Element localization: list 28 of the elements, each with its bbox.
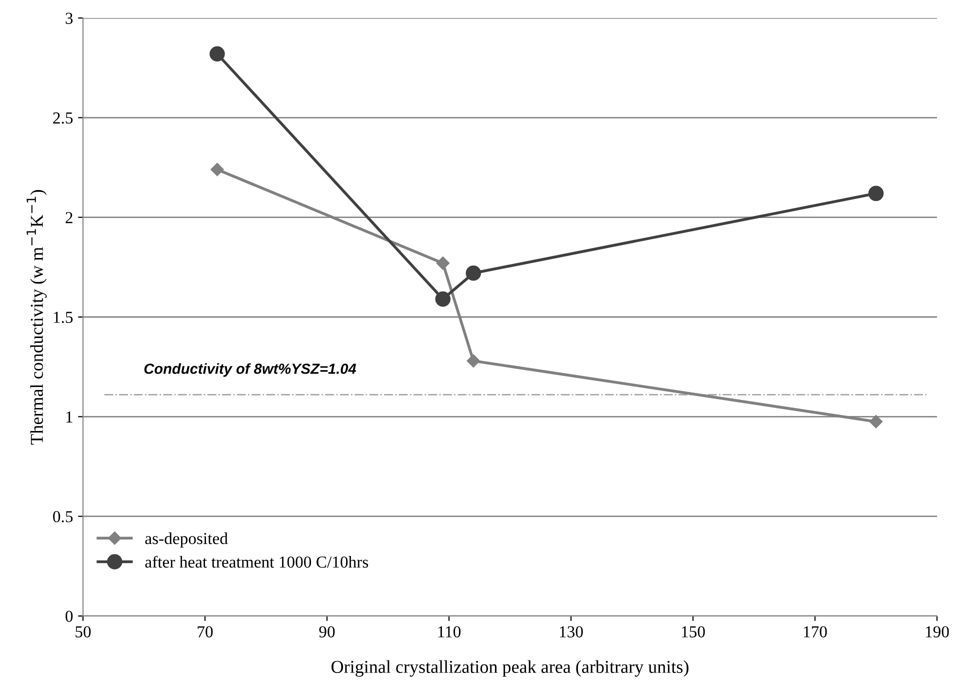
point bbox=[436, 256, 450, 270]
x-tick-label: 170 bbox=[804, 626, 827, 638]
point bbox=[210, 46, 225, 62]
x-tick-label: 110 bbox=[438, 626, 461, 638]
annotation: Conductivity of 8wt%YSZ=1.04 bbox=[144, 363, 356, 377]
point bbox=[466, 354, 480, 368]
point bbox=[435, 291, 451, 307]
x-tick-label: 70 bbox=[198, 626, 213, 638]
point bbox=[210, 162, 224, 176]
y-tick-label: 0.5 bbox=[53, 511, 73, 522]
y-tick-label: 2.5 bbox=[53, 112, 73, 124]
x-tick-label: 50 bbox=[76, 626, 91, 638]
point bbox=[466, 266, 482, 281]
x-tick-label: 130 bbox=[560, 626, 583, 638]
point bbox=[868, 186, 884, 202]
x-tick-label: 90 bbox=[319, 626, 335, 638]
legend-label: as-deposited bbox=[145, 532, 228, 548]
y-tick-label: 1.5 bbox=[54, 312, 73, 324]
x-axis-title: Original crystallization peak area (arbitrary units) bbox=[332, 660, 688, 677]
y-tick-label: 1 bbox=[66, 411, 72, 422]
y-axis-title: Thermal conductivity (w m$^{−1}$K$^{−1}$) bbox=[26, 190, 47, 445]
legend-label: after heat treatment 1000 C/10hrs bbox=[145, 556, 368, 568]
x-tick-label: 190 bbox=[926, 626, 949, 638]
y-tick-label: 3 bbox=[66, 12, 73, 24]
x-tick-label: 150 bbox=[682, 626, 705, 638]
y-tick-label: 0 bbox=[66, 610, 73, 622]
point bbox=[869, 415, 883, 428]
y-tick-label: 2 bbox=[66, 212, 72, 224]
